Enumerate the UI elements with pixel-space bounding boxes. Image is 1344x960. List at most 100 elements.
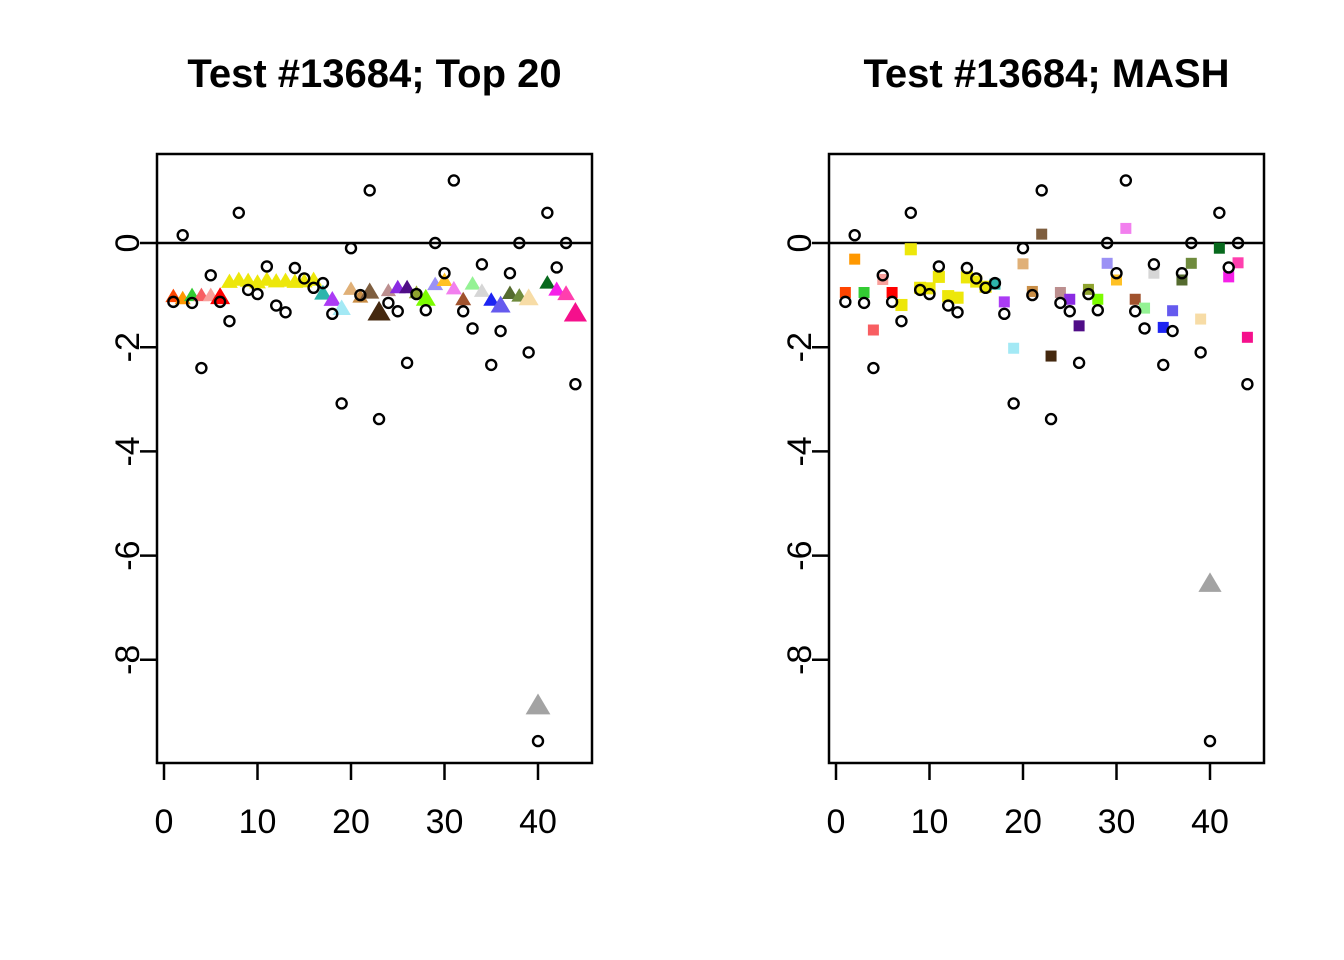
circle-marker xyxy=(410,287,423,301)
x-tick-label: 0 xyxy=(827,803,846,841)
circle-marker xyxy=(185,296,199,310)
circle-marker xyxy=(1035,184,1048,197)
triangle-marker xyxy=(563,301,587,322)
y-tick-label: -6 xyxy=(109,540,147,570)
circle-marker xyxy=(531,734,545,748)
square-marker xyxy=(1120,222,1132,234)
circle-marker xyxy=(885,295,899,309)
triangle-marker xyxy=(473,283,490,297)
circle-marker xyxy=(942,299,955,312)
triangle-marker xyxy=(518,288,539,306)
x-tick-label: 10 xyxy=(911,803,949,841)
circle-marker xyxy=(979,281,992,295)
circle-marker xyxy=(195,361,208,375)
circle-marker xyxy=(447,174,461,187)
square-marker xyxy=(1026,285,1038,297)
circle-marker xyxy=(1016,242,1030,255)
square-marker xyxy=(1017,258,1029,270)
y-tick-label: -8 xyxy=(781,645,819,675)
square-marker xyxy=(886,286,898,298)
y-tick-label: -4 xyxy=(781,436,819,466)
circle-marker xyxy=(569,377,582,391)
y-tick-label: -2 xyxy=(781,332,819,362)
circle-marker xyxy=(223,314,236,328)
panel-title-mash: Test #13684; MASH xyxy=(863,52,1230,96)
square-marker xyxy=(1167,305,1179,317)
triangle-marker xyxy=(490,295,511,313)
square-marker xyxy=(932,270,945,283)
circle-marker xyxy=(1185,236,1198,250)
circle-marker xyxy=(270,299,283,312)
circle-marker xyxy=(344,242,358,255)
triangle-marker xyxy=(445,280,462,295)
circle-marker xyxy=(428,236,442,250)
x-tick-label: 20 xyxy=(1004,803,1042,841)
triangle-marker xyxy=(314,284,332,300)
square-marker xyxy=(1185,257,1197,269)
triangle-marker xyxy=(539,275,556,289)
circle-marker xyxy=(1231,236,1245,250)
circle-marker xyxy=(457,305,470,318)
x-tick-label: 30 xyxy=(1098,803,1136,841)
x-tick-label: 30 xyxy=(426,803,464,841)
triangle-marker xyxy=(343,281,359,295)
square-marker xyxy=(1092,293,1104,305)
x-tick-label: 0 xyxy=(155,803,174,841)
plot-box xyxy=(827,152,1266,765)
square-marker xyxy=(1176,274,1188,286)
circle-marker xyxy=(541,206,554,219)
square-marker xyxy=(970,275,983,288)
circle-marker xyxy=(400,356,414,370)
square-marker xyxy=(1157,321,1169,333)
square-marker xyxy=(849,253,861,265)
circle-marker xyxy=(326,307,339,321)
square-marker xyxy=(858,286,870,298)
circle-marker xyxy=(279,306,292,319)
circle-marker xyxy=(232,206,246,219)
circle-marker xyxy=(988,276,1002,290)
triangle-marker xyxy=(455,291,472,306)
x-tick-label: 40 xyxy=(1191,803,1229,841)
square-marker xyxy=(867,324,879,336)
circle-marker xyxy=(559,236,573,250)
triangle-marker xyxy=(399,279,416,294)
circle-marker xyxy=(1175,267,1189,280)
triangle-marker xyxy=(483,292,500,306)
circle-marker xyxy=(839,295,852,309)
circle-marker xyxy=(848,228,861,242)
square-marker xyxy=(1213,242,1225,254)
square-marker xyxy=(1101,257,1113,269)
circle-marker xyxy=(260,260,274,273)
circle-marker xyxy=(522,346,535,359)
square-marker xyxy=(942,290,955,303)
circle-marker xyxy=(167,295,180,309)
plot-box xyxy=(155,152,594,765)
triangle-marker xyxy=(464,276,481,290)
square-marker xyxy=(1045,350,1057,362)
circle-marker xyxy=(998,307,1011,321)
triangle-marker xyxy=(1198,572,1222,592)
circle-marker xyxy=(1100,236,1114,250)
circle-marker xyxy=(1203,734,1217,748)
square-marker xyxy=(1008,342,1020,354)
circle-marker xyxy=(970,272,983,285)
triangle-marker xyxy=(548,281,566,296)
circle-marker xyxy=(363,184,376,197)
circle-marker xyxy=(494,324,507,338)
y-tick-label: -4 xyxy=(109,436,147,466)
circle-marker xyxy=(354,288,367,302)
circle-marker xyxy=(513,236,526,250)
circle-marker xyxy=(951,306,964,319)
circle-marker xyxy=(382,296,395,310)
circle-marker xyxy=(176,228,189,242)
circle-marker xyxy=(932,260,946,273)
circle-marker xyxy=(1157,358,1170,372)
square-marker xyxy=(989,278,1001,290)
square-marker xyxy=(904,243,917,256)
circle-marker xyxy=(213,295,227,309)
square-marker xyxy=(1073,320,1085,332)
circle-marker xyxy=(466,322,479,335)
square-marker xyxy=(1064,293,1076,305)
circle-marker xyxy=(1072,356,1086,370)
